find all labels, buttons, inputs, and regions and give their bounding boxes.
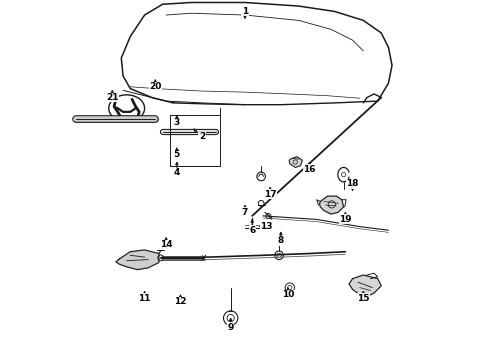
Text: 5: 5 <box>174 150 180 159</box>
Text: 15: 15 <box>357 294 369 303</box>
Text: 12: 12 <box>174 297 187 306</box>
Text: 13: 13 <box>260 222 273 231</box>
Polygon shape <box>116 250 159 270</box>
Polygon shape <box>349 275 381 297</box>
Text: 20: 20 <box>149 82 162 91</box>
Text: 16: 16 <box>303 165 316 174</box>
Text: 21: 21 <box>106 93 119 102</box>
Text: 9: 9 <box>227 323 234 332</box>
Text: 19: 19 <box>339 215 352 224</box>
Text: 4: 4 <box>173 168 180 177</box>
Text: 2: 2 <box>199 132 205 141</box>
Text: 11: 11 <box>138 294 151 303</box>
Text: 8: 8 <box>278 237 284 246</box>
Text: 3: 3 <box>174 118 180 127</box>
Text: 17: 17 <box>264 190 276 199</box>
Text: 10: 10 <box>282 290 294 299</box>
Text: 1: 1 <box>242 7 248 16</box>
Text: 18: 18 <box>346 179 359 188</box>
Polygon shape <box>289 157 302 167</box>
Text: 7: 7 <box>242 208 248 217</box>
Text: 14: 14 <box>160 240 172 249</box>
Polygon shape <box>319 196 343 214</box>
Text: 6: 6 <box>249 226 255 235</box>
